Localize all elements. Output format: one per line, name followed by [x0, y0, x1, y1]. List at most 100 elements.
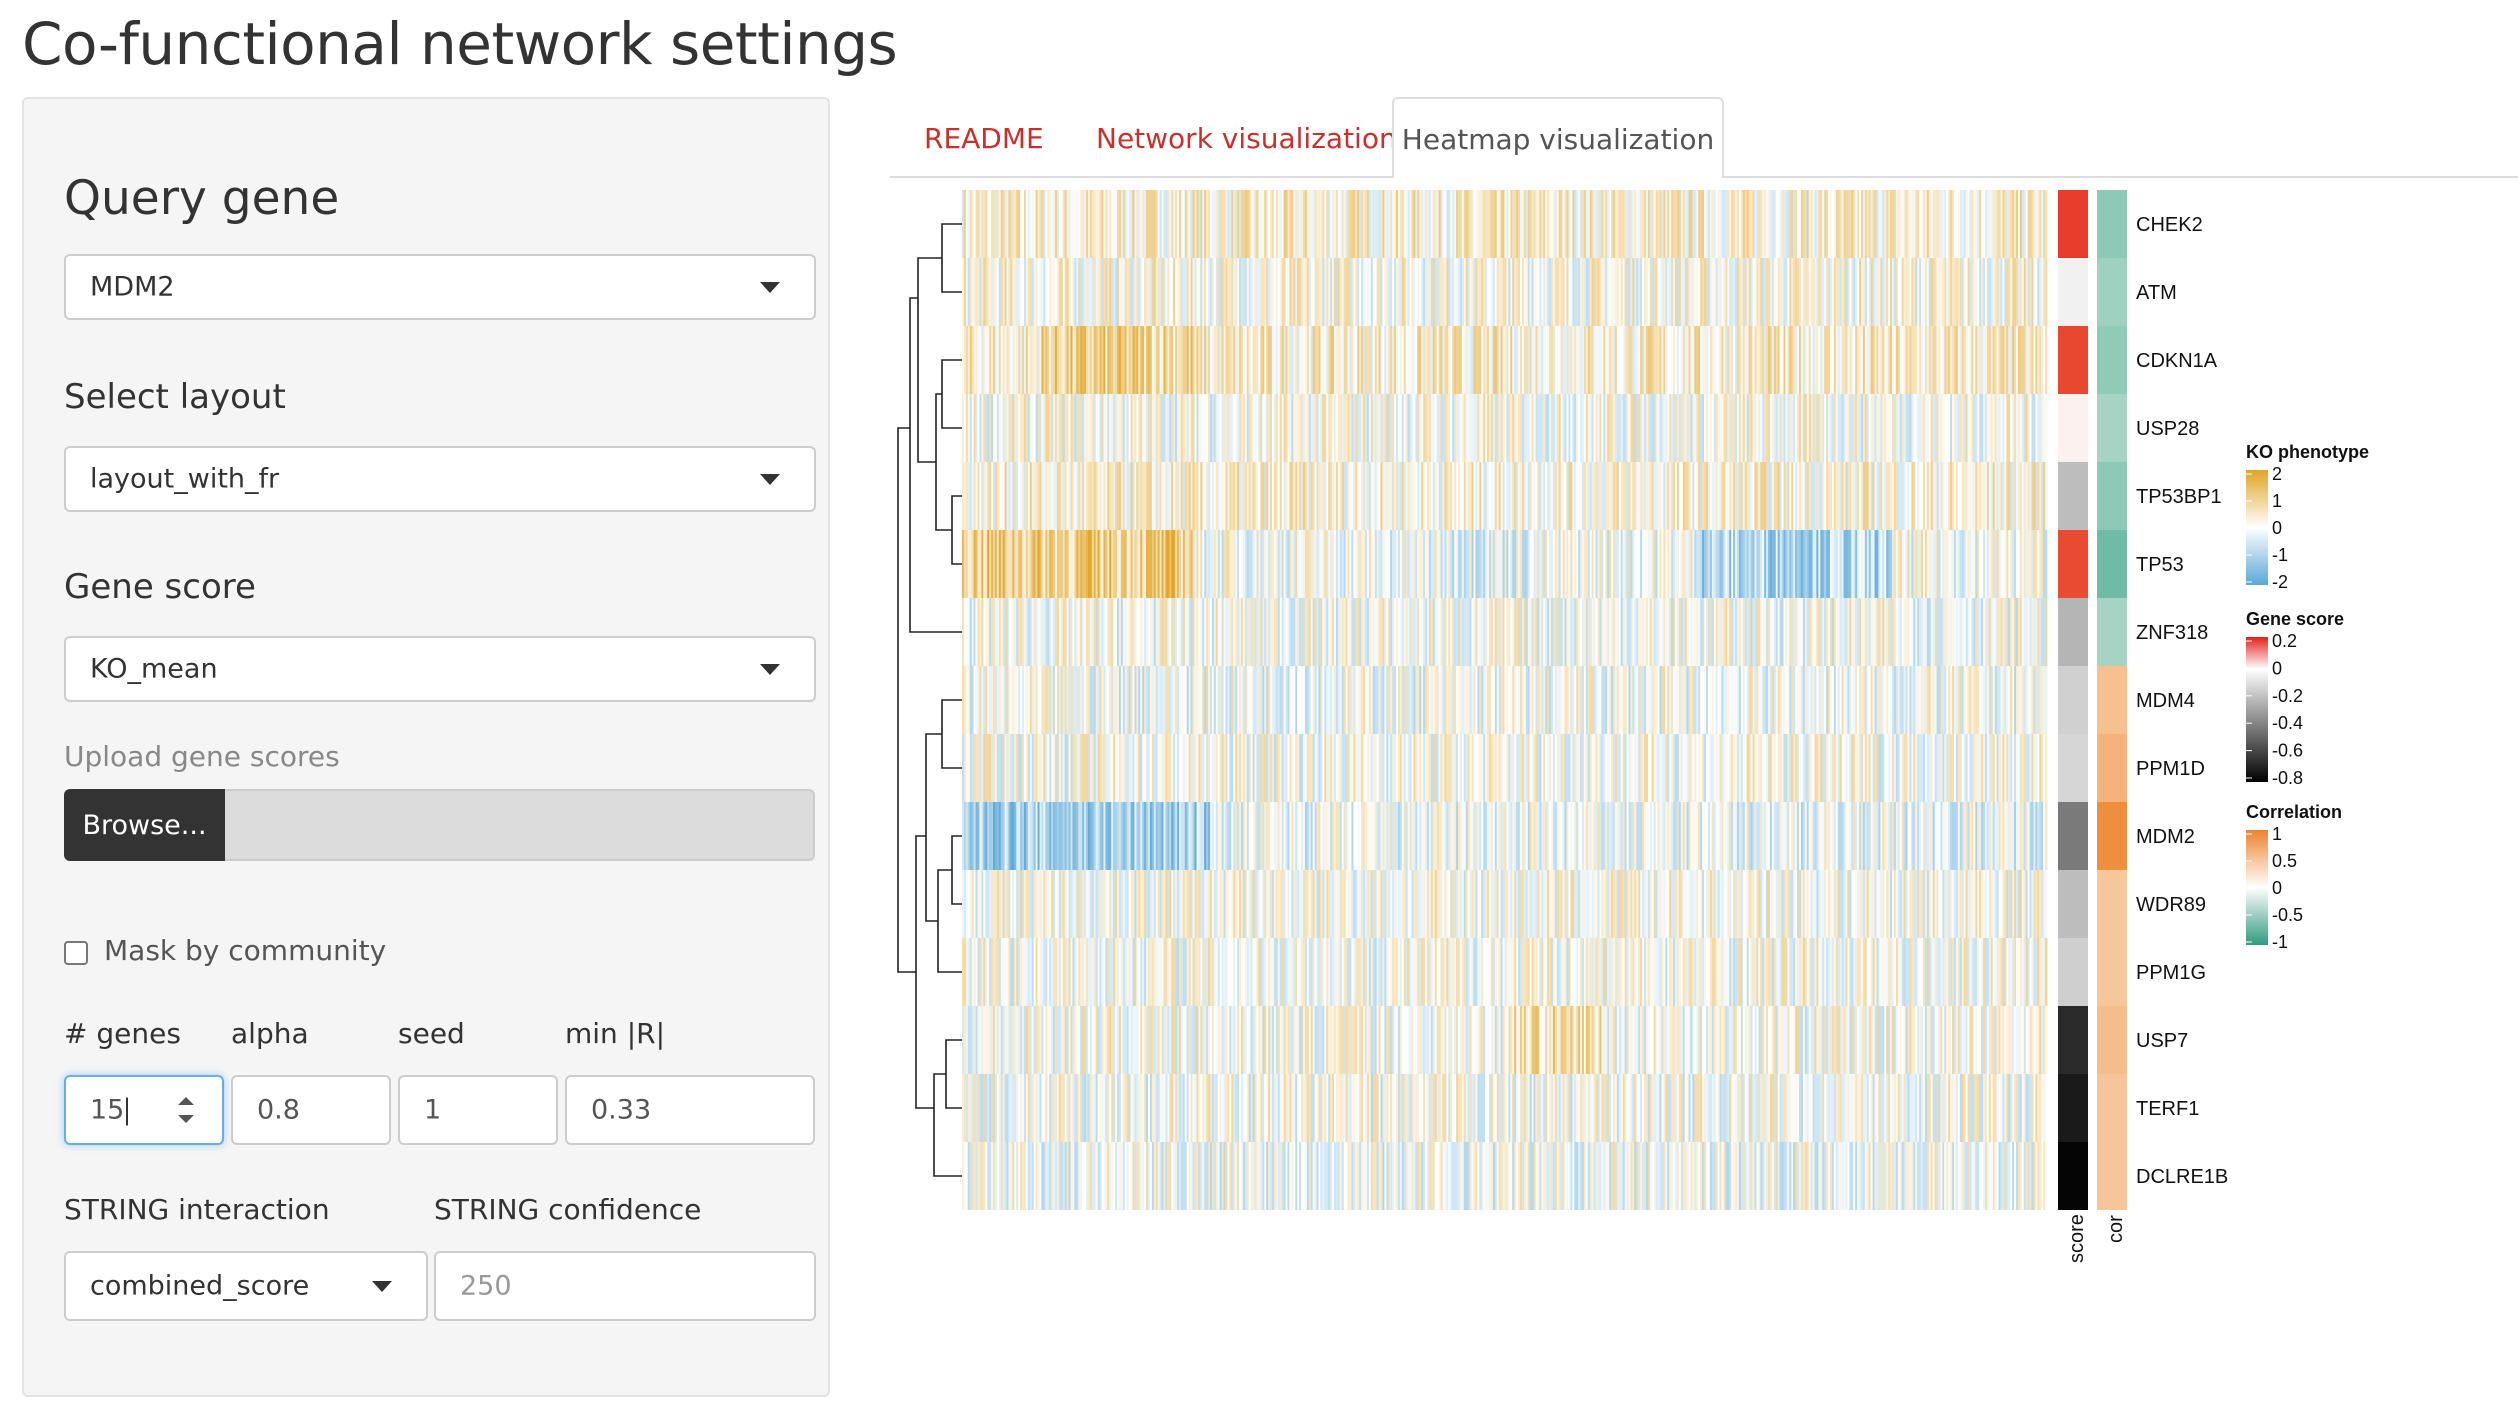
- heatmap-cell: [1107, 666, 1110, 734]
- heatmap-cell: [1266, 462, 1269, 530]
- heatmap-cell: [977, 734, 980, 802]
- tab-readme[interactable]: README: [924, 122, 1044, 155]
- upload-filename-field[interactable]: [225, 789, 815, 861]
- heatmap-cell: [1535, 462, 1538, 530]
- heatmap-cell: [1357, 258, 1360, 326]
- heatmap-cell: [1473, 530, 1476, 598]
- heatmap-cell: [1791, 598, 1794, 666]
- layout-select[interactable]: layout_with_fr: [64, 446, 816, 512]
- genes-input[interactable]: 15: [64, 1075, 224, 1145]
- gene-score-select[interactable]: KO_mean: [64, 636, 816, 702]
- heatmap-cell: [1235, 734, 1238, 802]
- stepper-arrows-icon[interactable]: [178, 1095, 194, 1125]
- heatmap-cell: [2021, 462, 2025, 530]
- heatmap-cell: [1830, 394, 1833, 462]
- heatmap-cell: [1219, 598, 1223, 666]
- heatmap-cell: [1165, 598, 1168, 666]
- heatmap-cell: [1138, 734, 1141, 802]
- heatmap-cell: [1297, 190, 1300, 258]
- seed-input[interactable]: 1: [398, 1075, 558, 1145]
- heatmap-cell: [1014, 530, 1017, 598]
- browse-button[interactable]: Browse...: [64, 789, 225, 861]
- heatmap-cell: [1704, 394, 1707, 462]
- mask-by-community-checkbox[interactable]: [64, 941, 88, 965]
- heatmap-cell: [1380, 258, 1383, 326]
- heatmap-cell: [1062, 326, 1066, 394]
- heatmap-cell: [1919, 598, 1922, 666]
- heatmap-cell: [1456, 734, 1459, 802]
- string-confidence-input[interactable]: 250: [434, 1251, 816, 1321]
- heatmap-cell: [1118, 530, 1122, 598]
- heatmap-cell: [1785, 734, 1788, 802]
- tab-network-visualization[interactable]: Network visualization: [1096, 122, 1397, 155]
- heatmap-cell: [1258, 462, 1261, 530]
- heatmap-cell: [1601, 258, 1604, 326]
- heatmap-cell: [1864, 462, 1868, 530]
- heatmap-cell: [1578, 734, 1581, 802]
- heatmap-cell: [1310, 326, 1314, 394]
- heatmap-cell: [1155, 530, 1159, 598]
- heatmap-cell: [994, 666, 998, 734]
- heatmap-cell: [1820, 462, 1823, 530]
- heatmap-cell: [1917, 326, 1920, 394]
- heatmap-cell: [1002, 326, 1006, 394]
- heatmap-cell: [1328, 394, 1331, 462]
- heatmap-cell: [1082, 598, 1085, 666]
- heatmap-cell: [1843, 666, 1846, 734]
- min-r-input[interactable]: 0.33: [565, 1075, 815, 1145]
- heatmap-cell: [1027, 326, 1031, 394]
- heatmap-cell: [1859, 666, 1862, 734]
- heatmap-cell: [1095, 530, 1099, 598]
- heatmap-cell: [998, 598, 1002, 666]
- heatmap-cell: [1498, 190, 1502, 258]
- heatmap-cell: [1027, 462, 1031, 530]
- heatmap-cell: [1861, 598, 1864, 666]
- heatmap-cell: [1365, 462, 1368, 530]
- heatmap-cell: [1562, 666, 1565, 734]
- heatmap-cell: [1921, 394, 1924, 462]
- heatmap-cell: [1961, 598, 1965, 666]
- heatmap-cell: [1589, 394, 1593, 462]
- heatmap-cell: [1399, 258, 1403, 326]
- heatmap-cell: [1539, 598, 1542, 666]
- heatmap-cell: [1640, 666, 1643, 734]
- heatmap-cell: [1928, 598, 1932, 666]
- heatmap-cell: [1888, 326, 1891, 394]
- heatmap-cell: [1839, 666, 1843, 734]
- heatmap-cell: [1020, 462, 1023, 530]
- heatmap-cell: [1165, 530, 1168, 598]
- heatmap-cell: [981, 598, 984, 666]
- heatmap-cell: [1469, 598, 1472, 666]
- heatmap-cell: [1948, 326, 1951, 394]
- heatmap-cell: [1182, 530, 1186, 598]
- string-interaction-select[interactable]: combined_score: [64, 1251, 428, 1321]
- tab-heatmap-visualization[interactable]: Heatmap visualization: [1392, 97, 1724, 178]
- heatmap-cell: [1109, 734, 1112, 802]
- heatmap-cell: [1653, 258, 1657, 326]
- heatmap-cell: [1186, 190, 1190, 258]
- heatmap-cell: [1715, 598, 1719, 666]
- alpha-input[interactable]: 0.8: [231, 1075, 391, 1145]
- heatmap-cell: [1330, 462, 1333, 530]
- heatmap-cell: [1446, 258, 1449, 326]
- heatmap-cell: [1126, 666, 1130, 734]
- heatmap-cell: [1630, 462, 1633, 530]
- heatmap-cell: [1103, 666, 1106, 734]
- heatmap-cell: [1035, 394, 1038, 462]
- heatmap-cell: [1066, 326, 1069, 394]
- heatmap-cell: [1729, 734, 1732, 802]
- heatmap-cell: [1924, 190, 1928, 258]
- heatmap-cell: [1839, 394, 1843, 462]
- heatmap-cell: [1107, 326, 1110, 394]
- heatmap-cell: [1582, 598, 1585, 666]
- heatmap-cell: [1080, 394, 1083, 462]
- query-gene-select[interactable]: MDM2: [64, 254, 816, 320]
- heatmap-cell: [1425, 258, 1428, 326]
- heatmap-cell: [1613, 666, 1616, 734]
- heatmap-cell: [1401, 258, 1405, 326]
- heatmap-cell: [1436, 734, 1440, 802]
- heatmap-cell: [1448, 326, 1451, 394]
- heatmap-cell: [2004, 190, 2007, 258]
- heatmap-cell: [1008, 598, 1011, 666]
- heatmap-cell: [1696, 734, 1699, 802]
